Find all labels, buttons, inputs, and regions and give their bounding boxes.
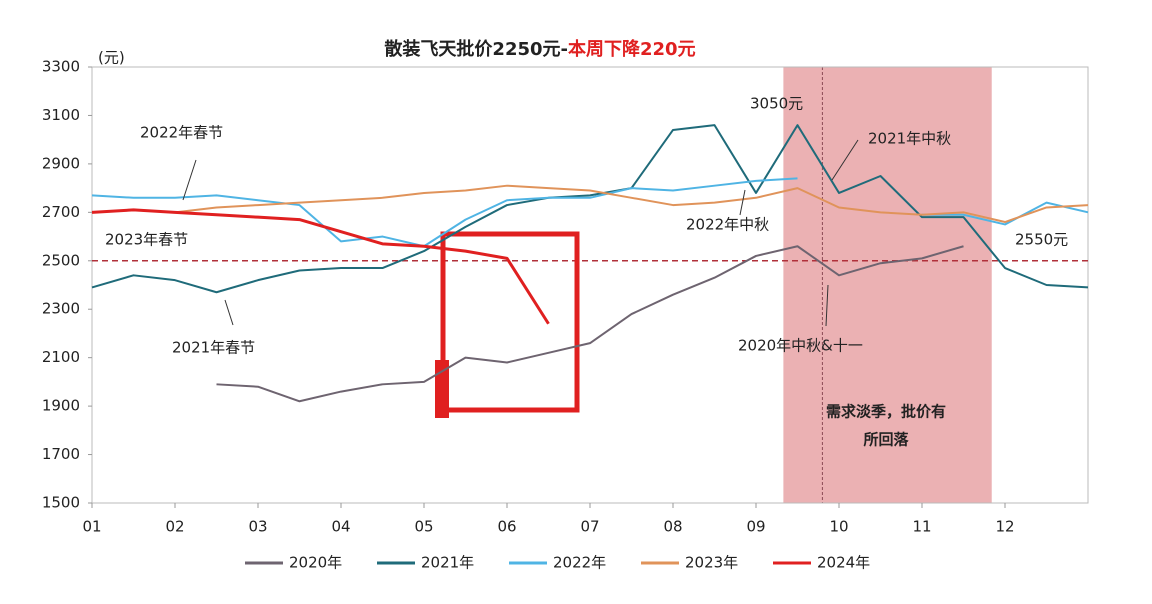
pointer: [825, 284, 829, 327]
y-tick-label: 3100: [42, 106, 80, 124]
x-tick-label: 12: [995, 518, 1014, 536]
y-tick-label: 2500: [42, 251, 80, 269]
annotation: 2023年春节: [105, 231, 188, 249]
legend-label: 2020年: [289, 554, 342, 572]
x-tick-label: 04: [331, 518, 350, 536]
x-tick-label: 06: [497, 518, 516, 536]
legend-label: 2024年: [817, 554, 870, 572]
x-tick-label: 07: [580, 518, 599, 536]
chart-title: 散装飞天批价2250元-本周下降220元: [384, 38, 695, 60]
y-tick-label: 1500: [42, 494, 80, 512]
x-tick-label: 03: [248, 518, 267, 536]
pointer: [224, 299, 234, 326]
annotation: 2022年中秋: [686, 216, 769, 234]
legend-label: 2021年: [421, 554, 474, 572]
annotation: 2020年中秋&十一: [738, 337, 863, 355]
x-tick-label: 10: [829, 518, 848, 536]
series-line: [91, 124, 1089, 294]
x-tick-label: 02: [165, 518, 184, 536]
y-tick-label: 2700: [42, 203, 80, 221]
y-tick-label: 1900: [42, 397, 80, 415]
highlight-box: [440, 231, 580, 413]
pointer: [739, 189, 746, 216]
annotation: 需求淡季，批价有: [826, 403, 946, 421]
y-tick-label: 1700: [42, 445, 80, 463]
series-line: [91, 184, 1089, 224]
x-tick-label: 08: [663, 518, 682, 536]
y-tick-label: 3300: [42, 58, 80, 76]
shaded-range: [783, 67, 992, 503]
pointer: [182, 159, 197, 201]
x-tick-label: 01: [82, 518, 101, 536]
title-highlight: 本周下降220元: [568, 38, 696, 60]
series-line: [216, 245, 964, 403]
annotation: 2550元: [1015, 231, 1068, 249]
x-tick-label: 11: [912, 518, 931, 536]
pointer: [831, 139, 859, 181]
legend-label: 2022年: [553, 554, 606, 572]
annotation: 2021年中秋: [868, 130, 951, 148]
series-line: [91, 208, 550, 325]
x-tick-label: 09: [746, 518, 765, 536]
annotation: 2022年春节: [140, 124, 223, 142]
y-tick-label: 2300: [42, 300, 80, 318]
legend-label: 2023年: [685, 554, 738, 572]
y-tick-label: 2900: [42, 154, 80, 172]
annotation: 所回落: [863, 431, 909, 449]
annotation: 3050元: [750, 95, 803, 113]
y-tick-label: 2100: [42, 348, 80, 366]
title-main: 散装飞天批价2250元-: [384, 38, 568, 60]
x-tick-label: 05: [414, 518, 433, 536]
y-unit: (元): [98, 49, 125, 67]
annotation: 2021年春节: [172, 339, 255, 357]
